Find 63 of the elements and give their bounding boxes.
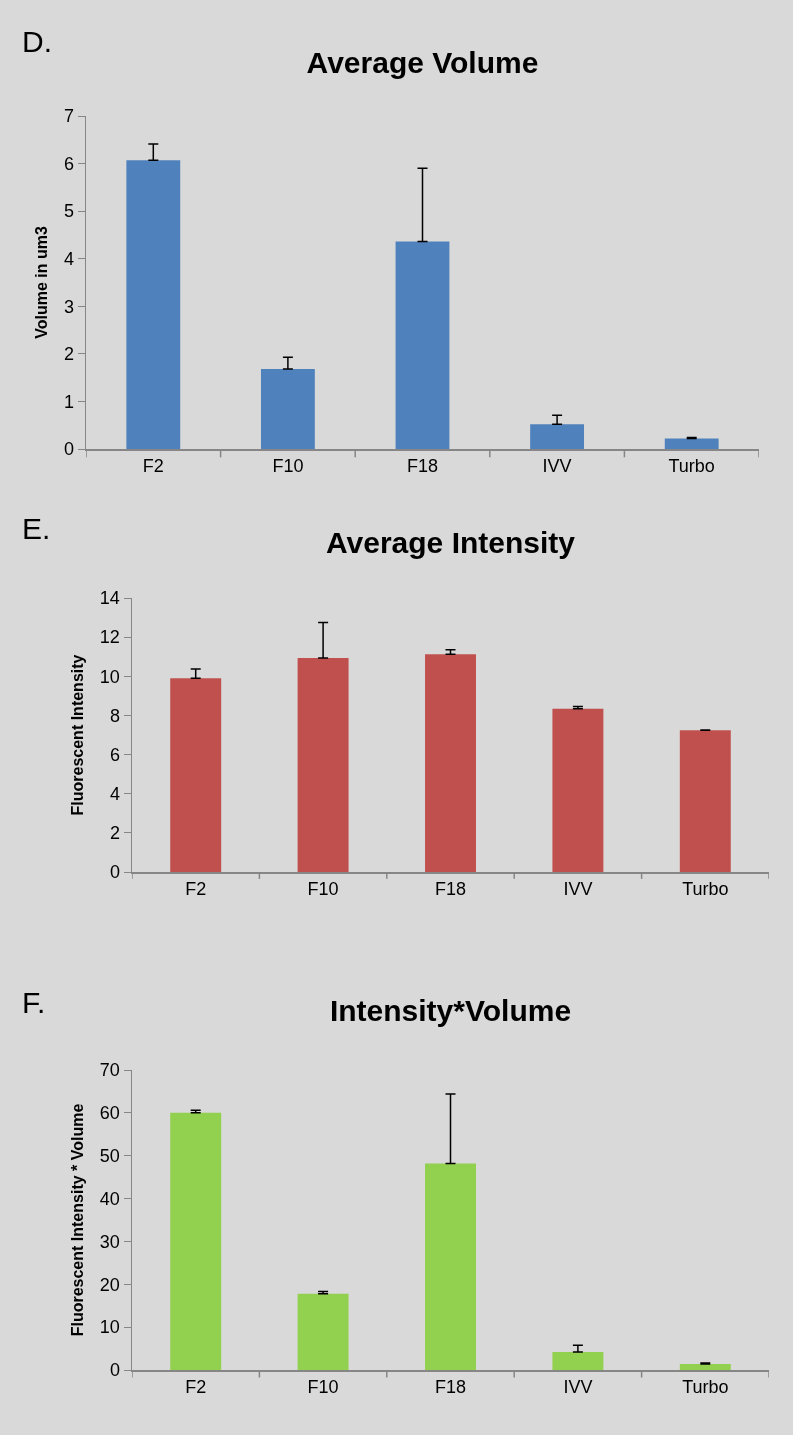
- y-tick-label: 7: [63, 106, 74, 127]
- bar: [530, 424, 585, 449]
- x-tick-label: F2: [185, 1377, 207, 1398]
- bar: [425, 1163, 476, 1370]
- y-tick-label: 60: [99, 1103, 120, 1124]
- y-tick-label: 0: [109, 862, 120, 883]
- y-tick-label: 20: [99, 1274, 120, 1295]
- y-tick-label: 0: [63, 439, 74, 460]
- y-tick-label: 10: [99, 666, 120, 687]
- y-tick-label: 4: [63, 249, 74, 270]
- y-tick-label: 5: [63, 201, 74, 222]
- chart-title: Average Volume: [306, 45, 539, 79]
- bar: [126, 160, 181, 449]
- bar: [395, 241, 450, 449]
- x-tick-label: F10: [272, 456, 304, 477]
- bar: [170, 678, 222, 872]
- bar: [425, 654, 476, 872]
- y-axis-title: Fluorescent Intensity: [69, 654, 87, 816]
- chart-title: Average Intensity: [326, 525, 576, 559]
- bar: [664, 438, 719, 449]
- y-tick-label: 50: [99, 1146, 120, 1167]
- y-tick-label: 2: [63, 344, 74, 365]
- x-tick-label: F10: [307, 879, 339, 900]
- x-tick-label: IVV: [542, 456, 572, 477]
- text: D.: [22, 25, 52, 58]
- y-tick-label: 10: [99, 1317, 120, 1338]
- y-tick-label: 6: [63, 153, 74, 174]
- bar: [297, 657, 349, 872]
- x-tick-label: F2: [185, 879, 207, 900]
- bar: [297, 1293, 349, 1370]
- x-tick-label: F18: [406, 456, 439, 477]
- x-tick-label: IVV: [563, 1377, 593, 1398]
- x-tick-label: Turbo: [668, 456, 715, 477]
- y-tick-label: 40: [99, 1188, 120, 1209]
- x-tick-label: IVV: [563, 879, 593, 900]
- y-tick-label: 1: [63, 391, 74, 412]
- y-tick-label: 6: [109, 744, 120, 765]
- x-tick-label: F18: [434, 879, 467, 900]
- y-tick-label: 12: [99, 627, 120, 648]
- bar: [260, 369, 315, 449]
- bar: [679, 1364, 731, 1370]
- x-tick-label: Turbo: [682, 1377, 729, 1398]
- x-tick-label: Turbo: [682, 879, 729, 900]
- text: E.: [22, 512, 51, 545]
- x-tick-label: F2: [142, 456, 164, 477]
- y-tick-label: 30: [99, 1231, 120, 1252]
- bar: [552, 708, 604, 872]
- bar: [679, 730, 731, 872]
- x-tick-label: F18: [434, 1377, 467, 1398]
- y-tick-label: 0: [109, 1360, 120, 1381]
- chart-title: Intensity*Volume: [329, 993, 572, 1027]
- y-axis-title: Fluorescent Intensity * Volume: [69, 1103, 87, 1337]
- y-tick-label: 8: [109, 705, 120, 726]
- bar: [170, 1112, 222, 1370]
- x-tick-label: F10: [307, 1377, 339, 1398]
- y-axis-title: Volume in um3: [33, 226, 51, 339]
- y-tick-label: 70: [99, 1060, 120, 1081]
- text: F.: [22, 986, 46, 1019]
- y-tick-label: 2: [109, 823, 120, 844]
- y-tick-label: 4: [109, 784, 120, 805]
- y-tick-label: 14: [99, 588, 120, 609]
- bar: [552, 1352, 604, 1370]
- y-tick-label: 3: [63, 296, 74, 317]
